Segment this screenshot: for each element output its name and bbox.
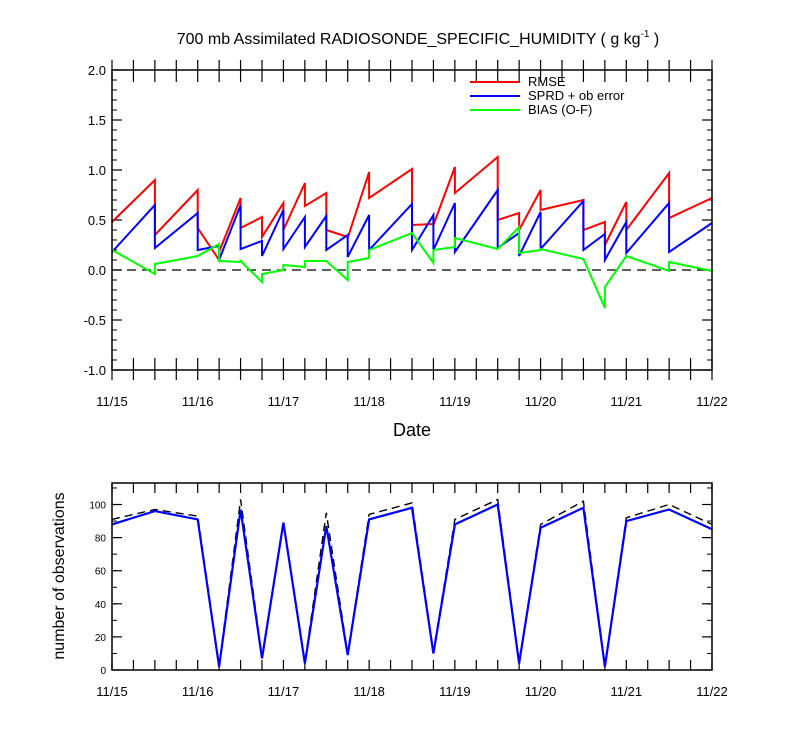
x-tick-label: 11/18 [353, 394, 385, 409]
y-tick-label: 60 [95, 567, 107, 578]
series-line-sprd-ob-error [111, 186, 713, 264]
x-tick-label: 11/19 [439, 394, 471, 409]
y-tick-label: 0.5 [88, 213, 106, 228]
y-tick-label: 2.0 [88, 63, 106, 78]
x-tick-label: 11/20 [525, 394, 557, 409]
series-line-bias-o-f [111, 224, 713, 309]
y-tick-label: 0 [100, 666, 106, 677]
top-plot: -1.0 -0.5 0.0 0.5 1.0 1.5 2.0 11/15 11/16 11/17 11… [84, 60, 728, 409]
chart-title: 700 mb Assimilated RADIOSONDE_SPECIFIC_H… [177, 29, 660, 48]
y-tick-label: 100 [89, 501, 106, 512]
x-tick-label: 11/16 [182, 684, 214, 699]
legend-label: BIAS (O-F) [528, 102, 592, 117]
bottom-y-axis-label: number of observations [51, 492, 68, 659]
x-tick-label: 11/15 [96, 684, 128, 699]
y-tick-label: 1.5 [88, 113, 106, 128]
x-tick-label: 11/16 [182, 394, 214, 409]
y-tick-label: -1.0 [84, 363, 106, 378]
series-line-assimilated [111, 502, 713, 667]
series-line-rmse [111, 154, 713, 264]
y-tick-label: 80 [95, 534, 107, 545]
x-tick-label: 11/22 [696, 394, 728, 409]
chart-title-superscript: -1 [641, 29, 650, 40]
chart-title-end: ) [649, 31, 659, 48]
x-tick-label: 11/18 [353, 684, 385, 699]
y-tick-label: 40 [95, 600, 107, 611]
chart-title-main: 700 mb Assimilated RADIOSONDE_SPECIFIC_H… [177, 31, 641, 48]
x-tick-label: 11/21 [610, 394, 642, 409]
y-tick-label: -0.5 [84, 313, 106, 328]
x-tick-label: 11/19 [439, 684, 471, 699]
y-tick-label: 20 [95, 633, 107, 644]
top-x-axis-label: Date [393, 420, 431, 440]
x-tick-label: 11/17 [268, 394, 300, 409]
x-tick-label: 11/20 [525, 684, 557, 699]
x-tick-label: 11/17 [268, 684, 300, 699]
y-tick-label: 0.0 [88, 263, 106, 278]
legend-label: SPRD + ob error [528, 88, 625, 103]
x-tick-label: 11/22 [696, 684, 728, 699]
bottom-plot: 0 20 40 60 80 100 11/15 11/16 11/17 11/18 11/19 11/… [89, 483, 728, 699]
bottom-plot-frame [111, 482, 713, 671]
y-tick-label: 1.0 [88, 163, 106, 178]
series-line-possible [111, 498, 713, 666]
top-plot-frame [111, 69, 713, 371]
x-tick-label: 11/21 [610, 684, 642, 699]
x-tick-label: 11/15 [96, 394, 128, 409]
legend-label: RMSE [528, 74, 566, 89]
